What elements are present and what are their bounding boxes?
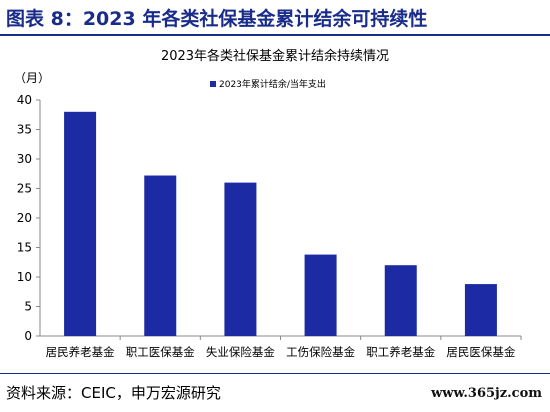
source-rule: [0, 373, 550, 374]
chart-title: 2023年各类社保基金累计结余持续情况: [161, 48, 389, 64]
y-tick-label: 5: [24, 300, 32, 314]
bar: [144, 175, 177, 336]
y-axis-label: （月）: [14, 71, 50, 85]
bar: [384, 265, 417, 336]
tick-labels: 0 5 10 15 20 25 30 35 40 居民养老基金 职工医保基金 失业保险基金 工伤保险基金…: [17, 93, 516, 359]
y-tick-label: 20: [17, 211, 32, 225]
bar: [64, 111, 97, 336]
watermark: www.365jz.com: [431, 386, 542, 401]
bars: [64, 111, 497, 336]
y-tick-label: 35: [17, 123, 32, 137]
source-note: 资料来源：CEIC，申万宏源研究: [6, 384, 221, 402]
bar-chart: 2023年各类社保基金累计结余持续情况 （月） 2023年累计结余/当年支出 0…: [14, 48, 522, 359]
y-tick-label: 25: [17, 182, 32, 196]
y-tick-label: 30: [17, 152, 32, 166]
bar: [224, 182, 257, 336]
x-tick-label: 职工医保基金: [126, 345, 195, 359]
bar: [304, 254, 337, 336]
legend: 2023年累计结余/当年支出: [210, 78, 326, 90]
y-tick-label: 15: [17, 241, 32, 255]
x-tick-label: 职工养老基金: [366, 345, 435, 359]
legend-label: 2023年累计结余/当年支出: [219, 78, 326, 90]
x-tick-label: 居民养老基金: [46, 345, 115, 359]
y-tick-label: 0: [24, 329, 32, 343]
x-tick-label: 居民医保基金: [446, 345, 515, 359]
axes: [36, 99, 522, 340]
x-tick-label: 失业保险基金: [206, 345, 275, 359]
bar: [464, 284, 497, 336]
y-tick-label: 10: [17, 270, 32, 284]
title-rule: [0, 34, 550, 36]
legend-swatch: [210, 81, 216, 87]
figure-title: 图表 8：2023 年各类社保基金累计结余可持续性: [6, 8, 428, 30]
x-tick-label: 工伤保险基金: [286, 345, 355, 359]
y-tick-label: 40: [17, 93, 32, 107]
